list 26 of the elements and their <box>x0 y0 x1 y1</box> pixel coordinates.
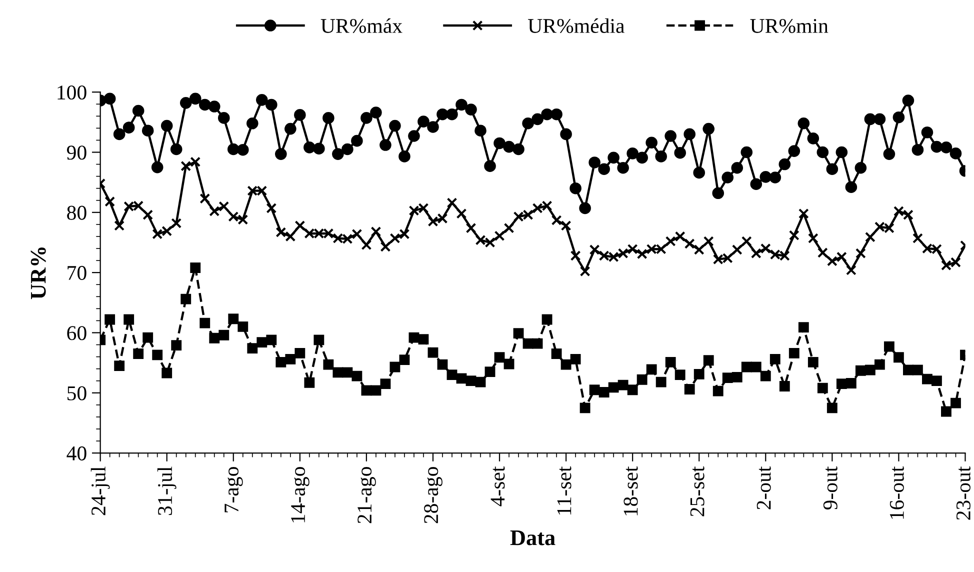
y-tick-label: 50 <box>68 386 86 400</box>
x-tick-label: 23-out <box>956 466 970 520</box>
x-tick-label: 18-set <box>624 466 638 516</box>
y-tick-label: 90 <box>66 146 86 160</box>
x-tick-label: 31-jul <box>157 466 176 515</box>
x-tick-label: 2-out <box>756 466 771 510</box>
legend-label: UR%máx <box>320 18 402 34</box>
y-tick-label: 60 <box>67 326 86 340</box>
x-axis-title: Data <box>510 530 556 546</box>
y-tick-label: 40 <box>66 446 86 460</box>
x-tick-label: 11-set <box>557 466 572 515</box>
x-tick-label: 7-ago <box>224 467 243 512</box>
y-tick-label: 70 <box>68 266 86 280</box>
x-tick-label: 4-set <box>490 466 505 506</box>
y-axis-title: UR% <box>30 247 46 300</box>
x-tick-label: 16-out <box>890 466 904 519</box>
x-tick-label: 28-ago <box>424 467 442 524</box>
x-tick-label: 25-set <box>690 466 704 516</box>
x-tick-label: 21-ago <box>358 467 376 524</box>
legend-label: UR%min <box>750 18 828 34</box>
y-tick-label: 80 <box>67 206 86 220</box>
x-tick-label: 9-out <box>823 466 838 510</box>
y-tick-label: 100 <box>58 85 86 100</box>
x-tick-label: 24-jul <box>90 466 110 516</box>
legend-label: UR%média <box>528 18 624 34</box>
x-tick-label: 14-ago <box>291 467 310 522</box>
